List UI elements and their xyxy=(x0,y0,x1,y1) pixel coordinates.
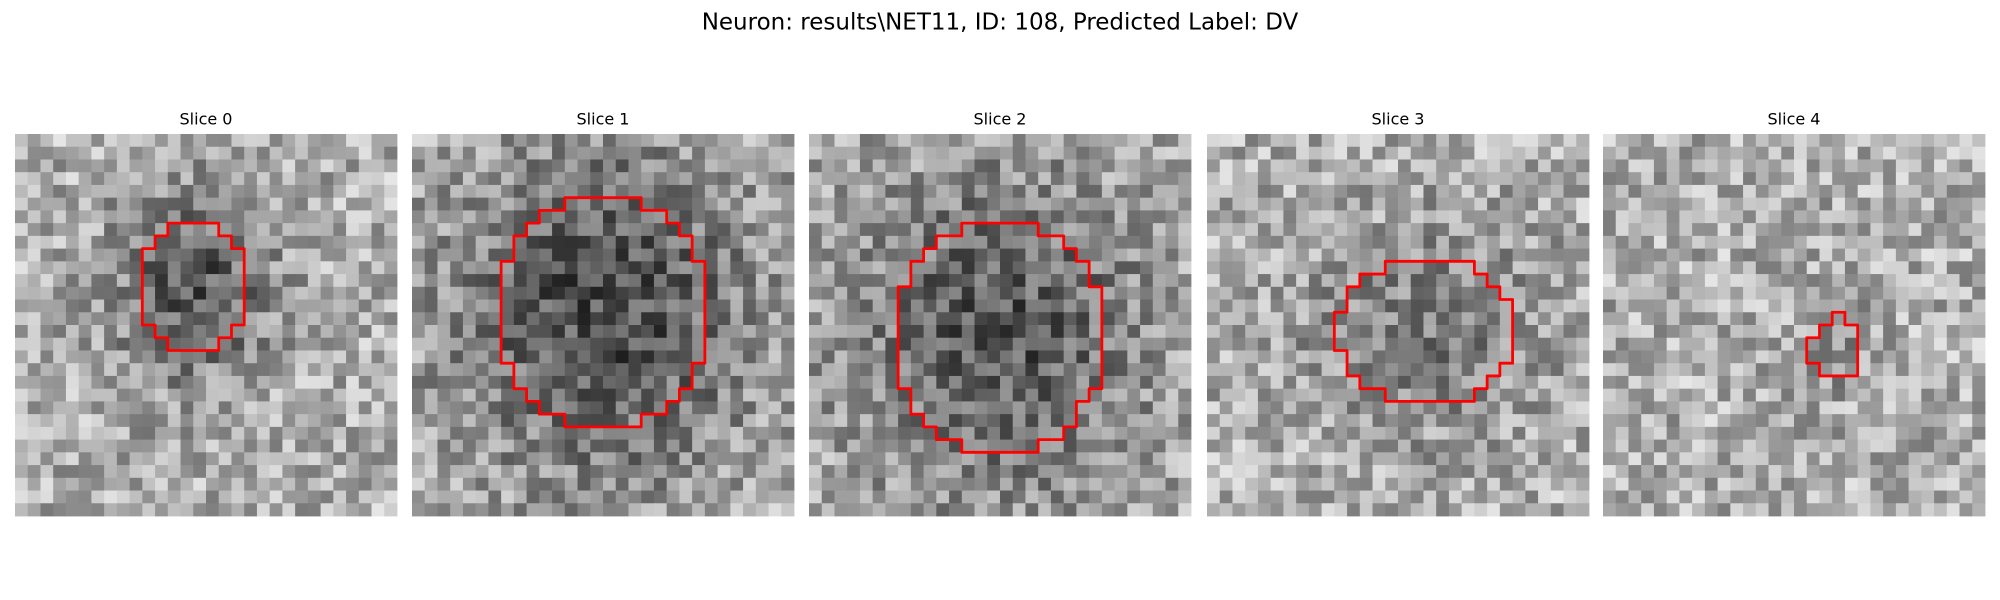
panel-title: Slice 0 xyxy=(180,110,233,129)
panel-title: Slice 3 xyxy=(1372,110,1425,129)
slice-image xyxy=(1207,134,1590,517)
contour xyxy=(1332,259,1514,403)
slice-image xyxy=(809,134,1192,517)
contour xyxy=(1805,310,1860,378)
contour xyxy=(499,196,707,429)
panel: Slice 1 xyxy=(412,110,795,517)
panel: Slice 4 xyxy=(1603,110,1986,517)
panel-title: Slice 4 xyxy=(1768,110,1821,129)
contour xyxy=(140,221,246,352)
panel-title: Slice 2 xyxy=(974,110,1027,129)
panel: Slice 0 xyxy=(15,110,398,517)
panel-title: Slice 1 xyxy=(577,110,630,129)
contour xyxy=(896,221,1104,454)
panel: Slice 2 xyxy=(809,110,1192,517)
figure-title: Neuron: results\NET11, ID: 108, Predicte… xyxy=(702,10,1299,36)
slice-image xyxy=(1603,134,1986,517)
slice-image xyxy=(15,134,398,517)
slice-image xyxy=(412,134,795,517)
panel: Slice 3 xyxy=(1207,110,1590,517)
